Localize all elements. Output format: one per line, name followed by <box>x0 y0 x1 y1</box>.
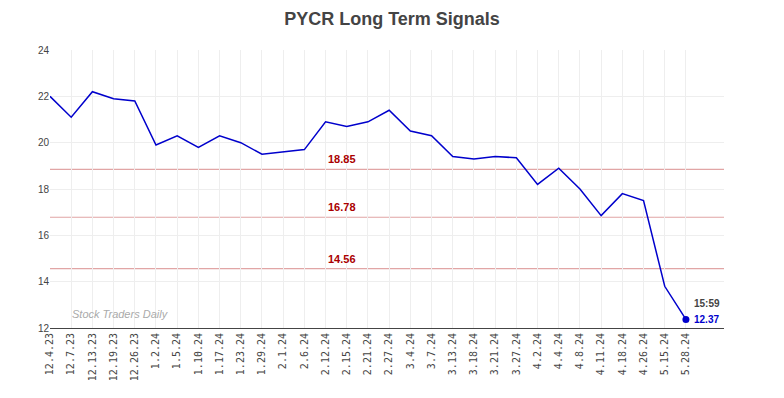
svg-text:3.21.24: 3.21.24 <box>489 333 500 375</box>
svg-text:16: 16 <box>38 230 50 241</box>
svg-text:12.7.23: 12.7.23 <box>65 333 76 375</box>
svg-text:4.2.24: 4.2.24 <box>532 333 543 369</box>
svg-text:3.13.24: 3.13.24 <box>447 333 458 375</box>
svg-text:14: 14 <box>38 276 50 287</box>
svg-text:2.12.24: 2.12.24 <box>320 333 331 375</box>
svg-text:3.4.24: 3.4.24 <box>405 333 416 369</box>
svg-text:12.26.23: 12.26.23 <box>129 333 140 381</box>
svg-text:12: 12 <box>38 323 50 334</box>
svg-text:PYCR Long Term Signals: PYCR Long Term Signals <box>284 9 500 29</box>
svg-text:22: 22 <box>38 91 50 102</box>
svg-text:4.4.24: 4.4.24 <box>553 333 564 369</box>
svg-text:5.15.24: 5.15.24 <box>659 333 670 375</box>
svg-text:2.15.24: 2.15.24 <box>341 333 352 375</box>
svg-text:Stock Traders Daily: Stock Traders Daily <box>72 308 169 320</box>
svg-text:1.5.24: 1.5.24 <box>171 333 182 369</box>
svg-text:18.85: 18.85 <box>328 153 356 165</box>
svg-text:4.11.24: 4.11.24 <box>595 333 606 375</box>
svg-text:3.27.24: 3.27.24 <box>511 333 522 375</box>
svg-text:24: 24 <box>38 45 50 56</box>
svg-text:3.7.24: 3.7.24 <box>426 333 437 369</box>
svg-text:5.28.24: 5.28.24 <box>680 333 691 375</box>
svg-text:2.21.24: 2.21.24 <box>362 333 373 375</box>
svg-text:20: 20 <box>38 137 50 148</box>
svg-text:16.78: 16.78 <box>328 201 356 213</box>
svg-text:3.18.24: 3.18.24 <box>468 333 479 375</box>
svg-text:14.56: 14.56 <box>328 253 356 265</box>
svg-text:1.29.24: 1.29.24 <box>256 333 267 375</box>
svg-text:12.13.23: 12.13.23 <box>87 333 98 381</box>
svg-text:2.1.24: 2.1.24 <box>277 333 288 369</box>
svg-text:12.4.23: 12.4.23 <box>44 333 55 375</box>
svg-text:2.6.24: 2.6.24 <box>299 333 310 369</box>
svg-text:4.26.24: 4.26.24 <box>638 333 649 375</box>
svg-text:4.8.24: 4.8.24 <box>574 333 585 369</box>
svg-text:15:59: 15:59 <box>694 298 720 309</box>
svg-text:12.19.23: 12.19.23 <box>108 333 119 381</box>
svg-text:2.27.24: 2.27.24 <box>383 333 394 375</box>
svg-text:1.17.24: 1.17.24 <box>214 333 225 375</box>
svg-text:1.10.24: 1.10.24 <box>193 333 204 375</box>
svg-text:1.23.24: 1.23.24 <box>235 333 246 375</box>
svg-text:12.37: 12.37 <box>694 314 719 325</box>
svg-text:18: 18 <box>38 184 50 195</box>
svg-text:4.18.24: 4.18.24 <box>617 333 628 375</box>
svg-text:1.2.24: 1.2.24 <box>150 333 161 369</box>
